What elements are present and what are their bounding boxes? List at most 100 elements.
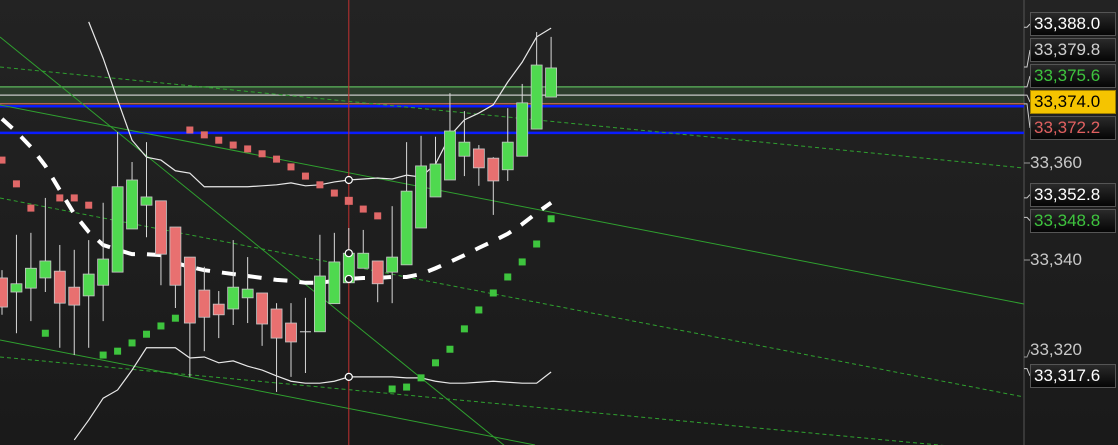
candle — [545, 36, 557, 98]
axis-tick — [1024, 49, 1031, 68]
candle-body — [39, 260, 52, 279]
candle — [487, 157, 500, 215]
candle-body — [126, 179, 138, 230]
axis-tick — [1024, 23, 1031, 28]
candle-body — [386, 256, 399, 273]
candle-body — [429, 163, 442, 198]
axis-tick-label: 33,360 — [1030, 153, 1082, 172]
candle — [140, 142, 153, 238]
sar-dot — [186, 126, 194, 134]
candle-body — [198, 289, 211, 318]
sar-dot — [359, 205, 367, 213]
axis-tick — [1024, 349, 1031, 358]
cursor-marker — [344, 274, 353, 284]
sar-dot — [99, 351, 107, 359]
sar-dot — [301, 172, 309, 180]
price-label: 33,348.8 — [1030, 208, 1116, 233]
candle — [183, 256, 196, 377]
candle-body — [227, 286, 240, 310]
sar-dot — [200, 131, 208, 139]
sar-dot — [403, 383, 411, 391]
sar-dot — [417, 374, 425, 382]
bollinger-lower — [73, 347, 552, 441]
sar-dot — [70, 194, 78, 202]
sar-dot — [229, 141, 237, 149]
sar-dot — [41, 329, 49, 337]
trendline — [0, 356, 945, 445]
candle — [299, 297, 311, 374]
sar-dot — [56, 194, 64, 202]
sar-dot — [128, 339, 136, 347]
candle-body — [68, 286, 81, 306]
sar-dot — [85, 201, 93, 209]
moving-average — [0, 117, 553, 285]
candle — [328, 232, 341, 305]
axis-tick-label: 33,320 — [1030, 339, 1082, 359]
axis-tick — [1024, 216, 1031, 221]
sar-dot — [171, 314, 179, 322]
price-label: 33,375.6 — [1030, 63, 1116, 88]
sar-dot — [157, 322, 165, 330]
axis-tick — [1024, 194, 1031, 199]
candle — [24, 232, 37, 322]
candle-body — [285, 322, 297, 343]
cursor-marker — [344, 249, 353, 258]
candle-body — [313, 275, 326, 333]
trendline — [0, 104, 1025, 305]
candle — [169, 226, 182, 309]
axis-tick — [1024, 94, 1031, 103]
candle — [429, 136, 442, 198]
candle — [10, 234, 23, 334]
candle-body — [212, 303, 225, 316]
sar-dot — [330, 189, 338, 197]
candle-body — [530, 64, 543, 130]
axis-tick-label: 33,340 — [1030, 250, 1082, 269]
candle — [386, 206, 399, 304]
sar-dot — [215, 136, 223, 144]
axis-tick — [1024, 368, 1031, 377]
candle — [227, 240, 240, 325]
candle — [198, 266, 211, 352]
candle-body — [444, 130, 456, 181]
candle-body — [241, 288, 254, 299]
candle-body — [357, 252, 370, 269]
candle — [111, 131, 124, 273]
candle-body — [415, 165, 427, 229]
candle-body — [400, 190, 413, 266]
candle-body — [270, 308, 283, 339]
candle — [400, 142, 413, 266]
candle — [270, 303, 283, 392]
sar-dot — [0, 156, 6, 164]
price-label: 33,372.2 — [1030, 115, 1116, 140]
price-label: 33,317.6 — [1030, 363, 1116, 388]
candle — [472, 145, 485, 186]
candle — [39, 197, 52, 293]
candle-body — [545, 67, 557, 98]
candle-body — [472, 148, 485, 169]
candle — [444, 93, 456, 181]
candle-body — [169, 226, 182, 286]
sar-dot — [114, 347, 122, 355]
sar-dot — [316, 181, 324, 189]
sar-dot — [27, 204, 35, 212]
candle-body — [328, 261, 341, 305]
candle-body — [53, 270, 66, 304]
sar-dot — [547, 215, 555, 223]
candle-body — [24, 267, 37, 289]
axis-tick — [1024, 103, 1031, 129]
candle-body — [10, 283, 23, 293]
axis-tick — [1024, 75, 1031, 88]
candle — [415, 135, 427, 229]
candle — [53, 244, 66, 348]
candle — [516, 83, 529, 157]
sar-dot — [489, 289, 497, 297]
sar-dot — [388, 385, 396, 393]
sar-dot — [143, 330, 150, 338]
candle — [256, 292, 269, 346]
candle-body — [82, 273, 95, 297]
candle-body — [0, 277, 8, 308]
candle — [155, 200, 167, 286]
sar-dot — [258, 150, 266, 158]
